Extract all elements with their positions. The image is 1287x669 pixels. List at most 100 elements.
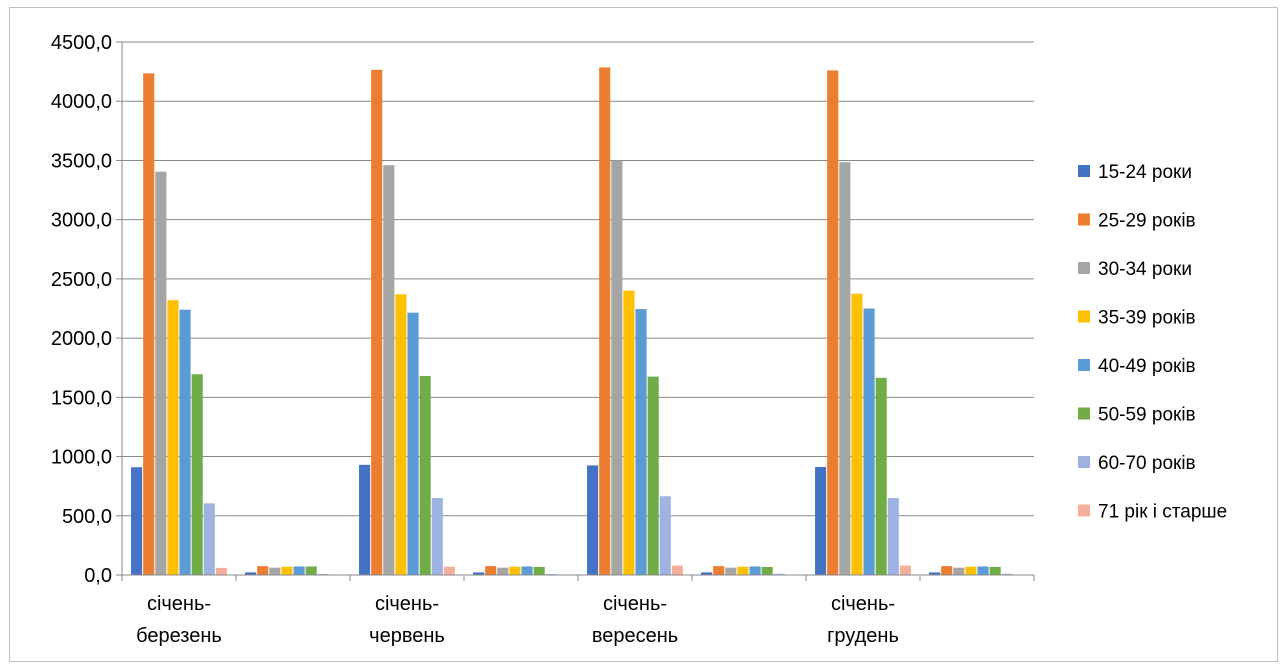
bar <box>899 565 911 575</box>
bar <box>659 496 671 575</box>
bar <box>257 566 269 575</box>
y-tick-label: 2500,0 <box>51 269 112 291</box>
legend-swatch <box>1078 165 1090 177</box>
legend-swatch <box>1078 504 1090 517</box>
bar <box>203 503 215 575</box>
bar <box>395 294 407 575</box>
bar <box>887 498 899 575</box>
legend-label: 60-70 років <box>1098 453 1196 474</box>
legend-swatch <box>1078 213 1090 226</box>
bar <box>989 566 1001 575</box>
bar <box>623 290 635 575</box>
y-tick-label: 3000,0 <box>51 210 112 232</box>
legend-label: 71 рік і старше <box>1098 502 1227 523</box>
legend-label: 35-39 років <box>1098 308 1196 329</box>
category-labels: січень-березень січень-червень січень-вере… <box>136 593 899 647</box>
category-label: червень <box>369 625 445 647</box>
category-label: вересень <box>592 625 678 647</box>
bar <box>713 566 725 575</box>
y-tick-label: 2000,0 <box>51 328 112 350</box>
bar <box>179 309 191 575</box>
bar <box>497 567 509 575</box>
bar <box>431 498 443 575</box>
bar <box>215 567 227 575</box>
bar <box>383 165 395 575</box>
gridlines <box>122 41 1034 517</box>
bar <box>371 69 383 575</box>
bar <box>851 293 863 575</box>
legend: 15-24 роки 25-29 років 30-34 роки 35-39 рок… <box>1078 162 1227 523</box>
bar <box>749 566 761 575</box>
y-tick-label: 0,0 <box>84 565 112 587</box>
y-tick-label: 4000,0 <box>51 91 112 113</box>
y-tick-label: 1000,0 <box>51 447 112 469</box>
legend-swatch <box>1078 262 1090 274</box>
bar <box>485 566 497 575</box>
bar <box>245 572 257 575</box>
bar <box>875 377 887 575</box>
bar <box>521 566 533 575</box>
bar <box>509 566 521 575</box>
bar <box>977 566 989 575</box>
axes <box>116 41 1035 581</box>
legend-swatch <box>1078 310 1090 323</box>
bar <box>761 566 773 575</box>
bar <box>599 67 611 575</box>
legend-label: 15-24 роки <box>1098 162 1192 183</box>
bar <box>419 376 431 575</box>
bar <box>293 566 305 575</box>
bar <box>359 464 371 575</box>
bar <box>839 162 851 575</box>
legend-label: 40-49 років <box>1098 356 1196 377</box>
bar <box>815 466 827 575</box>
bar <box>647 376 659 575</box>
bar <box>1001 573 1013 575</box>
bar <box>305 566 317 575</box>
bar <box>533 566 545 575</box>
legend-swatch <box>1078 456 1090 468</box>
bar <box>131 467 143 575</box>
category-label: грудень <box>827 625 899 647</box>
category-label: січень- <box>831 593 895 615</box>
bar <box>737 566 749 575</box>
legend-swatch <box>1078 407 1090 420</box>
legend-label: 50-59 років <box>1098 405 1196 426</box>
bar <box>611 160 623 575</box>
bar <box>167 300 179 575</box>
bar <box>965 566 977 575</box>
legend-label: 30-34 роки <box>1098 259 1192 280</box>
bars <box>131 67 1013 576</box>
legend-swatch <box>1078 359 1090 371</box>
bar <box>155 171 167 576</box>
y-tick-labels: 0,0 500,0 1000,0 1500,0 2000,0 2500,0 3000,0 35… <box>51 32 112 587</box>
chart-frame: 0,0 500,0 1000,0 1500,0 2000,0 2500,0 3000,0 35… <box>9 7 1278 662</box>
bar <box>143 73 155 575</box>
bar <box>443 566 455 575</box>
bar <box>587 465 599 575</box>
bar <box>701 572 713 575</box>
category-label: січень- <box>147 593 211 615</box>
bar <box>827 70 839 575</box>
bar-chart: 0,0 500,0 1000,0 1500,0 2000,0 2500,0 3000,0 35… <box>51 32 1227 647</box>
category-label: січень- <box>603 593 667 615</box>
bar <box>191 374 203 575</box>
bar <box>671 565 683 575</box>
y-tick-label: 1500,0 <box>51 387 112 409</box>
bar <box>863 308 875 575</box>
category-label: березень <box>136 625 222 647</box>
bar <box>269 567 281 575</box>
bar <box>725 567 737 575</box>
y-tick-label: 4500,0 <box>51 32 112 54</box>
bar <box>929 572 941 575</box>
y-tick-label: 500,0 <box>62 506 112 528</box>
y-tick-label: 3500,0 <box>51 150 112 172</box>
bar <box>953 567 965 575</box>
bar <box>635 309 647 575</box>
bar <box>407 312 419 575</box>
legend-label: 25-29 років <box>1098 211 1196 232</box>
bar <box>941 566 953 575</box>
category-label: січень- <box>375 593 439 615</box>
bar <box>473 572 485 575</box>
bar <box>773 573 785 575</box>
bar <box>281 566 293 575</box>
